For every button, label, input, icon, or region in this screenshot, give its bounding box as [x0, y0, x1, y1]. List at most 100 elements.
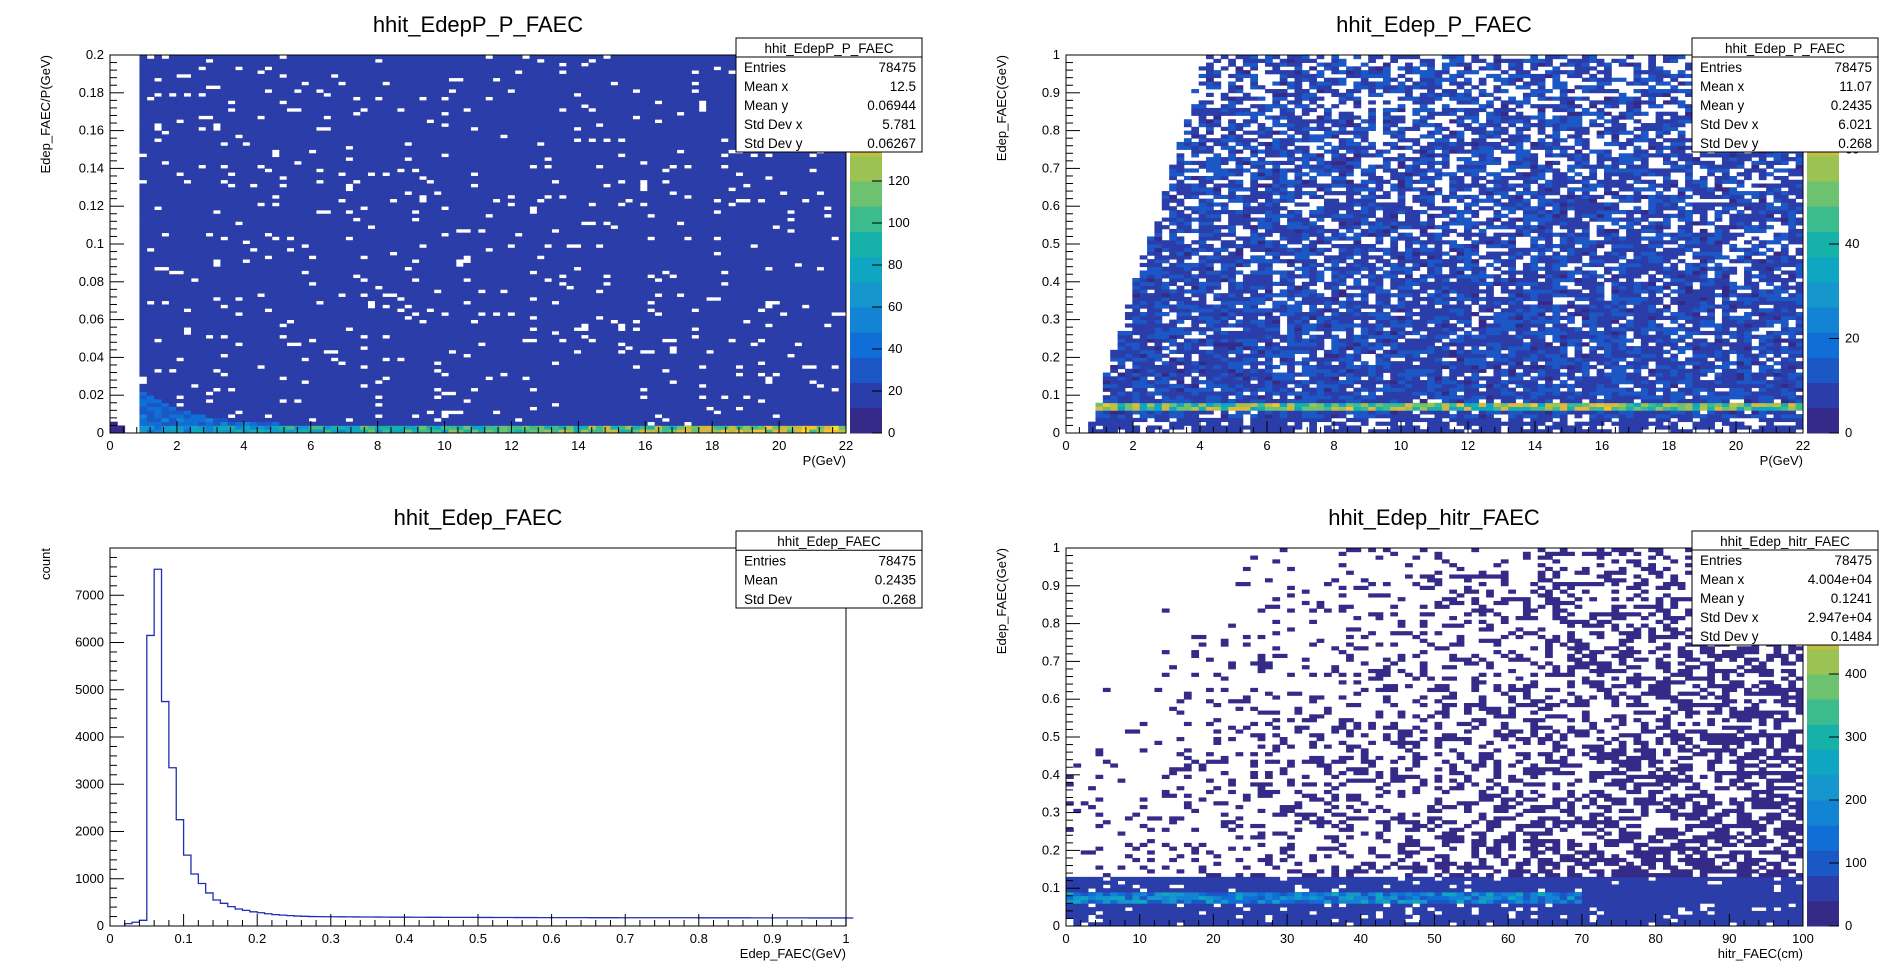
heatmap-cell [470, 376, 479, 381]
heatmap-cell [831, 346, 840, 351]
heatmap-cell [831, 368, 840, 373]
heatmap-cell [801, 315, 810, 320]
heatmap-cell [610, 357, 619, 362]
heatmap-cell [772, 308, 781, 313]
heatmap-cell [183, 387, 192, 392]
heatmap-cell [831, 281, 840, 286]
heatmap-cell [264, 274, 273, 279]
heatmap-cell [698, 240, 707, 245]
heatmap-cell [213, 240, 221, 245]
heatmap-cell [146, 349, 155, 355]
heatmap-cell [227, 346, 236, 351]
heatmap-cell [654, 251, 663, 256]
heatmap-cell [154, 361, 162, 366]
heatmap-cell [478, 315, 486, 320]
heatmap-cell [345, 395, 354, 400]
heatmap-cell [485, 308, 494, 313]
heatmap-cell [139, 323, 148, 328]
heatmap-cell [522, 289, 530, 294]
heatmap-cell [308, 361, 317, 366]
heatmap-cell [330, 247, 339, 252]
heatmap-cell [566, 319, 575, 324]
heatmap-cell [190, 417, 199, 423]
heatmap-cell [374, 278, 383, 283]
heatmap-cell [728, 270, 736, 275]
heatmap-cell [441, 266, 449, 271]
heatmap-cell [345, 380, 354, 385]
heatmap-cell [529, 383, 538, 389]
heatmap-cell [492, 380, 501, 385]
heatmap-cell [787, 259, 795, 264]
heatmap-cell [308, 376, 317, 381]
heatmap-cell [610, 327, 619, 332]
heatmap-cell [301, 364, 310, 370]
heatmap-cell [220, 421, 229, 426]
heatmap-cell [676, 417, 685, 423]
heatmap-cell [249, 364, 258, 370]
heatmap-cell [249, 380, 258, 385]
heatmap-cell [632, 357, 641, 362]
heatmap-cell [617, 383, 626, 389]
heatmap-cell [500, 425, 508, 430]
heatmap-cell [190, 425, 199, 430]
heatmap-cell [779, 228, 788, 234]
heatmap-cell [544, 387, 552, 392]
heatmap-cell [632, 300, 641, 305]
heatmap-cell [470, 402, 479, 407]
heatmap-cell [176, 353, 184, 358]
heatmap-cell [669, 361, 678, 366]
heatmap-cell [639, 236, 648, 241]
heatmap-cell [676, 289, 685, 294]
heatmap-cell [330, 330, 339, 336]
heatmap-cell [647, 338, 656, 343]
heatmap-cell [625, 312, 633, 317]
heatmap-cell [603, 338, 611, 343]
heatmap-cell [176, 247, 184, 252]
heatmap-cell [316, 285, 324, 290]
heatmap-cell [146, 255, 155, 260]
heatmap-cell [625, 262, 633, 268]
heatmap-cell [389, 368, 398, 373]
heatmap-cell [463, 421, 472, 426]
heatmap-cell [838, 296, 847, 302]
heatmap-cell [242, 244, 251, 249]
heatmap-cell [831, 293, 840, 298]
heatmap-cell [419, 349, 427, 355]
heatmap-cell [735, 357, 744, 362]
heatmap-cell [146, 274, 155, 279]
heatmap-cell [706, 308, 714, 313]
heatmap-cell [198, 383, 207, 389]
heatmap-cell [323, 338, 332, 343]
heatmap-cell [161, 395, 170, 400]
heatmap-cell [676, 330, 685, 336]
heatmap-cell [205, 342, 214, 347]
heatmap-cell [478, 304, 486, 309]
heatmap-cell [485, 270, 494, 275]
heatmap-cell [823, 402, 832, 407]
heatmap-cell [676, 312, 685, 317]
heatmap-cell [286, 240, 295, 245]
heatmap-cell [838, 349, 847, 355]
heatmap-cell [389, 232, 398, 237]
heatmap-cell [838, 236, 847, 241]
heatmap-cell [316, 281, 324, 286]
heatmap-cell [647, 372, 656, 377]
heatmap-cell [397, 353, 405, 358]
heatmap-cell [470, 383, 479, 389]
heatmap-cell [154, 304, 162, 309]
heatmap-cell [742, 255, 751, 260]
heatmap-cell [257, 247, 265, 252]
heatmap-cell [389, 300, 398, 305]
heatmap-cell [728, 296, 736, 302]
heatmap-cell [566, 421, 575, 426]
heatmap-cell [639, 353, 648, 358]
heatmap-cell [264, 383, 273, 389]
heatmap-cell [757, 232, 766, 237]
heatmap-cell [198, 304, 207, 309]
heatmap-cell [706, 228, 714, 234]
heatmap-cell [713, 240, 722, 245]
heatmap-cell [669, 364, 678, 370]
heatmap-cell [139, 425, 148, 430]
heatmap-cell [168, 421, 177, 426]
heatmap-cell [706, 342, 714, 347]
